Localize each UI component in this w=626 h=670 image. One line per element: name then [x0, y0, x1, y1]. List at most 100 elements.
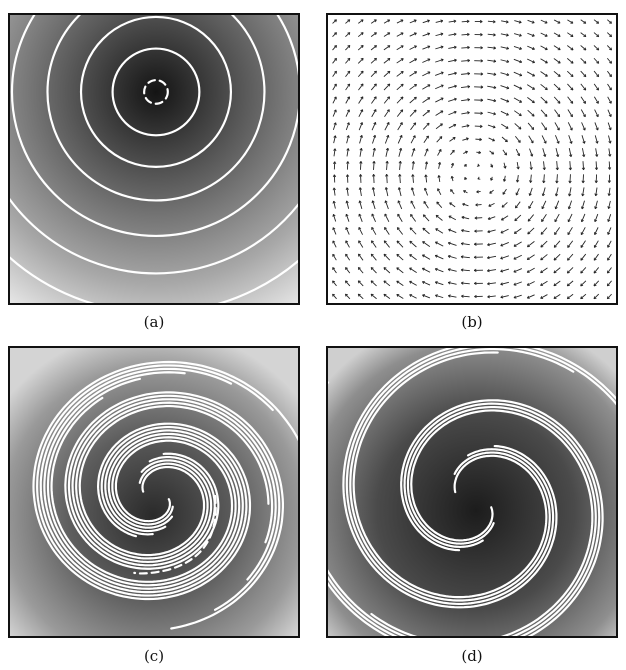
vector-arrow-head — [396, 240, 400, 244]
vector-arrow — [358, 227, 363, 235]
vector-arrow-head — [500, 243, 504, 247]
vector-arrow-head — [519, 99, 523, 103]
vector-arrow-head — [373, 96, 377, 100]
vector-arrow — [488, 137, 495, 142]
vector-arrow-head — [515, 205, 518, 209]
vector-arrow — [461, 229, 470, 233]
vector-arrow-head — [409, 254, 413, 258]
vector-arrow — [556, 174, 558, 184]
vector-arrow-head — [541, 206, 545, 210]
vector-arrow — [501, 123, 509, 129]
vector-arrow-head — [594, 193, 598, 197]
vector-arrow-head — [609, 74, 612, 78]
vector-arrow — [448, 111, 457, 116]
vector-arrow-head — [465, 137, 469, 141]
vector-arrow — [607, 227, 612, 235]
vector-arrow-head — [480, 46, 483, 50]
vector-arrow — [553, 280, 561, 287]
vector-arrow — [383, 280, 391, 287]
vector-arrow-head — [347, 83, 351, 87]
vector-arrow — [345, 109, 350, 117]
vector-arrow-head — [400, 96, 404, 100]
vector-arrow — [540, 32, 548, 37]
vector-arrow-head — [580, 270, 584, 274]
vector-arrow — [526, 71, 535, 77]
vector-arrow — [448, 33, 457, 36]
vector-arrow — [487, 229, 496, 233]
vector-arrow-head — [519, 46, 522, 50]
contour-dashed — [133, 494, 217, 575]
contour-line — [328, 381, 604, 636]
vector-arrow-head — [544, 20, 548, 24]
vector-arrow-head — [332, 293, 336, 297]
vector-arrow — [409, 45, 417, 50]
vector-arrow-head — [396, 253, 400, 257]
vector-arrow-head — [358, 253, 361, 257]
vector-arrow — [501, 215, 509, 221]
vector-arrow-head — [596, 20, 600, 24]
vector-arrow — [529, 148, 533, 157]
vector-arrow-head — [460, 268, 464, 272]
vector-arrow — [422, 84, 431, 90]
vector-arrow — [422, 71, 431, 77]
vector-arrow — [332, 253, 337, 261]
vector-arrow-head — [513, 231, 517, 234]
vector-arrow — [463, 150, 468, 154]
vector-arrow — [554, 122, 560, 131]
vector-arrow-head — [593, 244, 597, 248]
vector-arrow — [448, 282, 457, 285]
vector-arrow — [540, 227, 548, 235]
vector-arrow-head — [570, 34, 574, 37]
vector-arrow-head — [400, 70, 404, 74]
vector-arrow — [528, 200, 534, 209]
vector-arrow — [422, 227, 430, 235]
vector-arrow — [606, 32, 612, 38]
vector-arrow-head — [480, 72, 484, 76]
vector-arrow — [435, 110, 444, 116]
vector-arrow — [500, 295, 509, 298]
vector-arrow-head — [541, 193, 545, 197]
vector-arrow-head — [396, 267, 400, 271]
vector-arrow-head — [371, 240, 374, 244]
vector-arrow — [435, 84, 444, 90]
vector-arrow — [383, 253, 391, 261]
vector-arrow — [568, 187, 572, 197]
vector-arrow — [593, 83, 599, 91]
vector-arrow — [409, 240, 417, 248]
vector-arrow-head — [566, 283, 570, 287]
vector-arrow — [553, 45, 561, 51]
vector-arrow-head — [608, 87, 612, 91]
vector-arrow-head — [427, 71, 431, 75]
vector-arrow-head — [435, 241, 438, 245]
vector-arrow-head — [413, 109, 417, 113]
vector-arrow — [501, 20, 509, 23]
vector-arrow — [580, 109, 586, 118]
vector-arrow-head — [371, 200, 375, 204]
vector-arrow — [435, 294, 444, 299]
vector-arrow-head — [453, 45, 457, 49]
vector-arrow — [358, 122, 363, 131]
vector-arrow-head — [505, 125, 509, 129]
vector-arrow-head — [437, 175, 441, 178]
vector-arrow-head — [531, 47, 535, 51]
vector-arrow-head — [583, 34, 587, 38]
vector-arrow — [580, 19, 587, 24]
contour-line — [111, 47, 201, 137]
vector-arrow — [566, 70, 574, 77]
vector-arrow-head — [453, 97, 457, 101]
vector-arrow-head — [474, 216, 478, 220]
vector-arrow-head — [593, 232, 597, 235]
vector-arrow-head — [385, 160, 389, 164]
vector-arrow — [423, 201, 429, 209]
vector-arrow-head — [493, 33, 496, 37]
vector-arrow-head — [450, 189, 454, 193]
vector-arrow-head — [448, 294, 451, 298]
vector-arrow — [371, 96, 377, 104]
vector-arrow-head — [513, 243, 517, 247]
vector-arrow — [399, 174, 401, 184]
vector-arrow — [371, 240, 377, 248]
vector-arrow — [370, 45, 377, 51]
vector-arrow-head — [333, 83, 337, 87]
vector-arrow — [345, 280, 351, 287]
vector-arrow-head — [397, 187, 402, 190]
